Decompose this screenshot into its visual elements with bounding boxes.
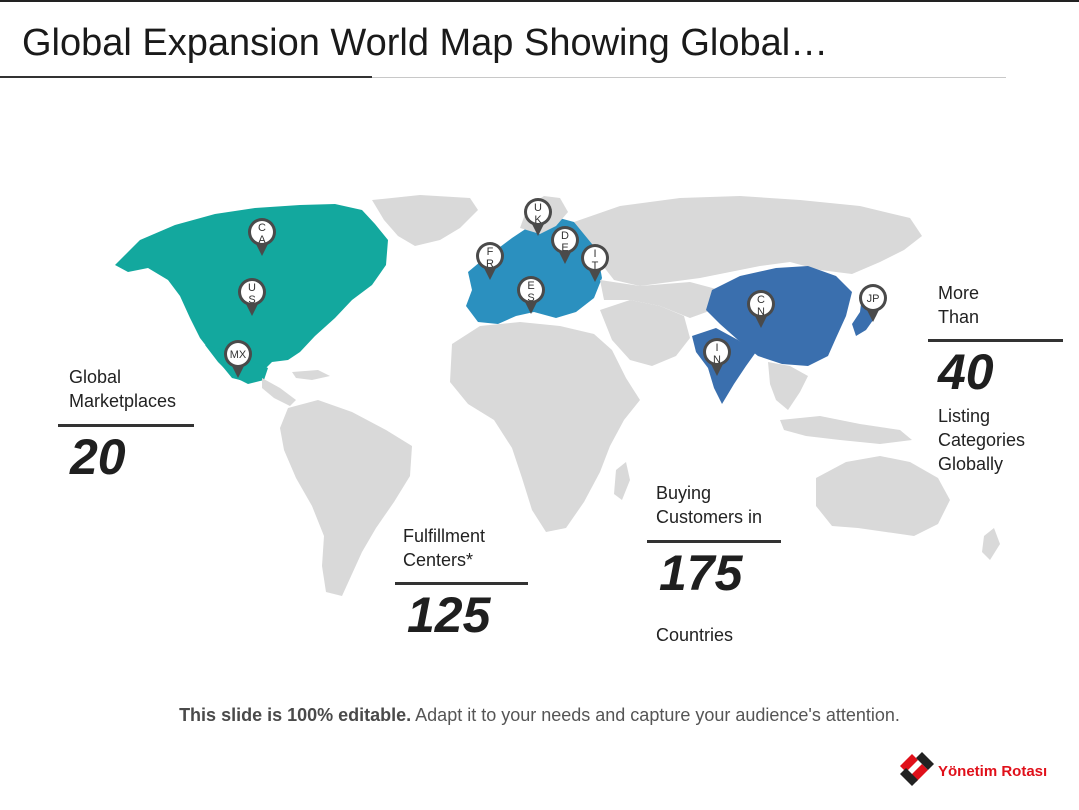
map-pin-fr: FR: [476, 242, 504, 280]
map-indonesia: [780, 416, 912, 444]
map-pin-in: IN: [703, 338, 731, 376]
map-pin-mx: MX: [224, 340, 252, 378]
map-south-america: [280, 400, 412, 596]
map-pin-label: F: [487, 246, 494, 258]
map-russia: [574, 196, 922, 286]
map-pin-label: N: [757, 306, 765, 318]
stat-fulfillment-number: 125: [407, 587, 491, 643]
page-title: Global Expansion World Map Showing Globa…: [22, 22, 829, 64]
map-pin-label: N: [713, 354, 721, 366]
stat-customers-number: 175: [659, 545, 743, 601]
map-pin-es: ES: [517, 276, 545, 314]
title-underline: [0, 76, 372, 78]
stat-categories-suffix-2: Categories: [938, 430, 1026, 450]
map-pin-label: U: [248, 282, 256, 294]
stat-categories-suffix-1: Listing: [938, 406, 991, 426]
map-pin-label: K: [534, 214, 542, 226]
stat-fulfillment: Fulfillment Centers* 125: [395, 524, 528, 645]
stat-categories-number: 40: [938, 344, 994, 400]
map-pin-label: S: [527, 292, 534, 304]
map-central-asia: [600, 280, 720, 318]
map-pin-label: JP: [867, 293, 880, 305]
footer-rest: Adapt it to your needs and capture your …: [411, 705, 900, 725]
stat-marketplaces-rule: [58, 424, 194, 427]
footer-bold: This slide is 100% editable.: [179, 705, 412, 725]
map-pin-de: DE: [551, 226, 579, 264]
stat-fulfillment-label-2: Centers*: [403, 550, 474, 570]
map-pin-label: S: [248, 294, 255, 306]
stat-customers-suffix: Countries: [656, 625, 734, 645]
stat-categories: More Than 40 Listing Categories Globally: [928, 281, 1063, 476]
stat-marketplaces-label-1: Global: [69, 367, 122, 387]
stat-categories-label-1: More: [938, 283, 980, 303]
map-southeast-asia: [768, 362, 808, 410]
stat-categories-label-2: Than: [938, 307, 980, 327]
map-pin-jp: JP: [859, 284, 887, 322]
stat-categories-suffix-3: Globally: [938, 454, 1004, 474]
map-new-zealand: [982, 528, 1000, 560]
map-pin-label: I: [715, 342, 718, 354]
map-pin-label: U: [534, 202, 542, 214]
map-pin-label: MX: [230, 349, 247, 361]
map-caribbean: [292, 370, 330, 380]
map-pin-ca: CA: [248, 218, 276, 256]
map-central-america: [262, 378, 296, 406]
stat-marketplaces-label-2: Marketplaces: [69, 391, 177, 411]
map-pin-cn: CN: [747, 290, 775, 328]
footer-note: This slide is 100% editable. Adapt it to…: [0, 705, 1079, 726]
stat-marketplaces-number: 20: [70, 429, 126, 485]
stat-marketplaces: Global Marketplaces 20: [58, 365, 194, 487]
map-madagascar: [614, 462, 630, 500]
map-pin-label: A: [258, 234, 266, 246]
brand-name: Yönetim Rotası: [938, 763, 1048, 780]
map-pin-label: C: [258, 222, 266, 234]
brand-logo-icon: [900, 752, 934, 786]
stat-customers-rule: [647, 540, 781, 543]
stat-customers-label-2: Customers in: [656, 507, 763, 527]
title-divider: [372, 77, 1006, 78]
map-china: [706, 266, 852, 366]
map-pin-label: I: [593, 248, 596, 260]
stat-fulfillment-label-1: Fulfillment: [403, 526, 486, 546]
map-australia: [816, 456, 950, 536]
stat-categories-rule: [928, 339, 1063, 342]
map-greenland: [372, 195, 478, 246]
map-pin-uk: UK: [524, 198, 552, 236]
map-middle-east: [600, 300, 690, 366]
map-pin-label: E: [561, 242, 568, 254]
stat-customers-label-1: Buying: [656, 483, 712, 503]
map-pin-label: D: [561, 230, 569, 242]
map-pin-us: US: [238, 278, 266, 316]
stat-customers: Buying Customers in 175 Countries: [647, 481, 781, 647]
map-pin-label: C: [757, 294, 765, 306]
map-pin-label: E: [527, 280, 534, 292]
stat-fulfillment-rule: [395, 582, 528, 585]
map-pin-label: R: [486, 258, 494, 270]
top-border: [0, 0, 1079, 2]
map-africa: [450, 322, 640, 532]
map-pin-it: IT: [581, 244, 609, 282]
map-pin-label: T: [592, 260, 599, 272]
